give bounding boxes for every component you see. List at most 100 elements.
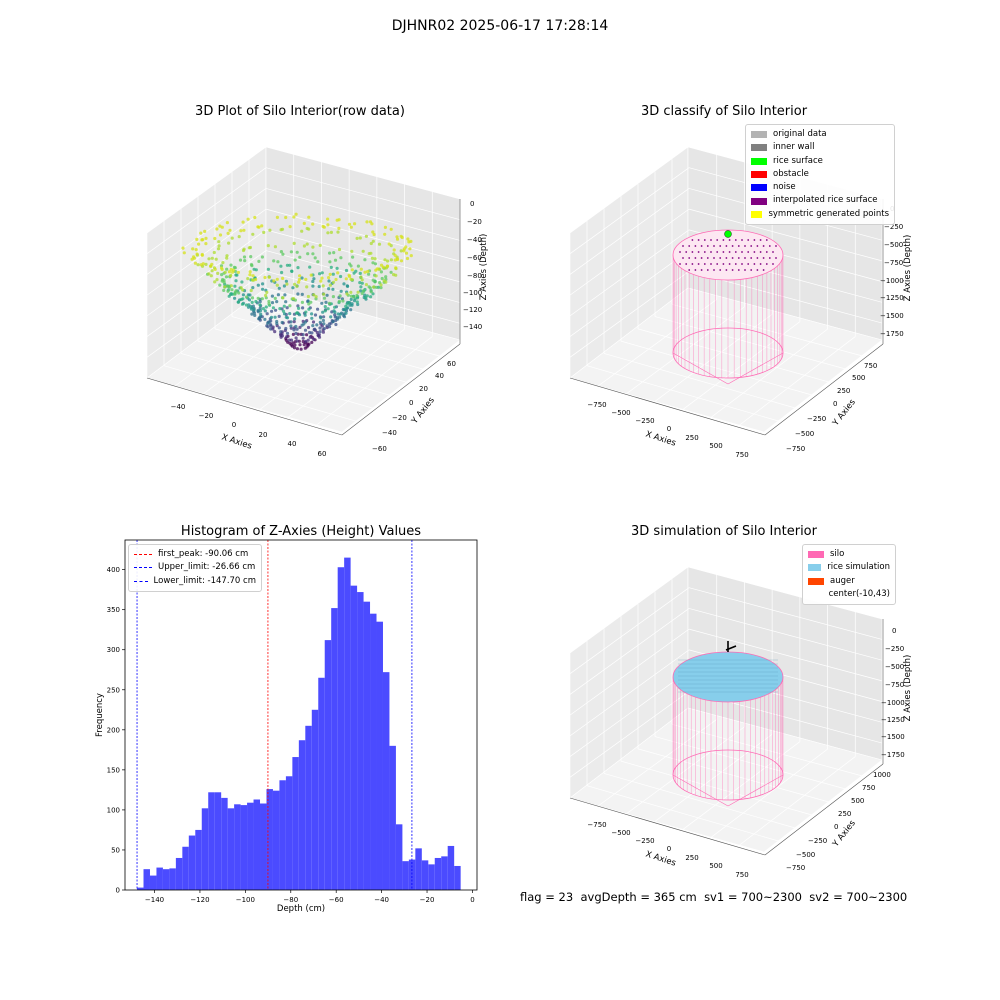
histogram-bar xyxy=(169,868,176,890)
raw-point xyxy=(193,261,197,265)
histogram-bar xyxy=(357,592,364,890)
raw-point xyxy=(256,296,260,300)
classify-y-tick: 250 xyxy=(837,387,850,395)
raw-point xyxy=(277,314,281,318)
grid-line xyxy=(258,321,378,411)
raw-point xyxy=(314,295,318,299)
histogram-bar xyxy=(143,869,150,890)
raw-point xyxy=(301,336,305,340)
raw-point xyxy=(201,262,205,266)
raw-point xyxy=(210,262,214,266)
axis-line xyxy=(146,377,343,436)
raw-point xyxy=(225,254,229,258)
raw-3d-grid xyxy=(146,154,461,436)
raw-point xyxy=(257,259,261,263)
raw-y-tick-labels: −60 −40 −20 0 20 40 60 xyxy=(372,360,456,453)
raw-point xyxy=(265,312,269,316)
simulation-legend: silo rice simulation auger center(-10,43) xyxy=(802,544,896,606)
raw-point xyxy=(251,232,255,236)
classify-legend-swatch xyxy=(751,184,767,192)
raw-point xyxy=(309,273,313,277)
raw-point xyxy=(322,315,326,319)
grid-line xyxy=(197,340,393,397)
raw-point xyxy=(292,215,296,219)
raw-y-tick: 40 xyxy=(435,372,444,380)
grid-line xyxy=(230,314,350,403)
raw-point xyxy=(301,333,305,337)
raw-x-tick-labels: −40 −20 0 20 40 60 xyxy=(171,403,327,458)
histogram-x-tick-label: −80 xyxy=(283,896,298,904)
classify-interpolated-point xyxy=(759,239,762,241)
raw-point xyxy=(331,287,335,291)
raw-point xyxy=(303,328,308,332)
histogram-y-tick-label: 200 xyxy=(107,726,120,734)
grid-line xyxy=(569,167,690,254)
classify-panel-title: 3D classify of Silo Interior xyxy=(640,104,808,119)
raw-point xyxy=(250,312,254,316)
simulation-y-tick: −250 xyxy=(808,837,827,845)
raw-y-axis-label: Y Axies xyxy=(409,395,437,427)
raw-point xyxy=(335,316,339,320)
depth-histogram: −140 −120 −100 −80 −60 −40 −20 0 0 50 100 150 200 25… xyxy=(95,539,478,914)
raw-point xyxy=(327,287,331,291)
raw-point xyxy=(337,299,341,303)
raw-point xyxy=(399,249,403,253)
raw-point xyxy=(325,324,329,328)
raw-point xyxy=(320,271,324,275)
raw-point xyxy=(280,270,284,275)
raw-point xyxy=(275,215,279,219)
grid-line xyxy=(709,328,828,419)
raw-point xyxy=(346,284,350,288)
histogram-bar xyxy=(137,887,144,890)
grid-line xyxy=(569,587,690,674)
classify-interpolated-point xyxy=(697,251,700,253)
grid-line xyxy=(569,670,690,757)
raw-point xyxy=(320,324,324,328)
classify-interpolated-point xyxy=(728,263,731,265)
raw-point xyxy=(217,244,221,248)
raw-point xyxy=(241,288,245,292)
classify-interpolated-point xyxy=(741,251,743,253)
raw-point xyxy=(275,277,279,281)
raw-point xyxy=(204,242,208,246)
raw-point xyxy=(248,293,252,297)
histogram-bar xyxy=(227,808,235,890)
classify-interpolated-point xyxy=(710,251,712,253)
raw-point xyxy=(302,244,306,248)
raw-point xyxy=(326,223,330,227)
raw-point xyxy=(356,290,360,294)
raw-point xyxy=(308,335,312,339)
raw-y-tick: −40 xyxy=(382,429,397,437)
raw-point xyxy=(383,232,387,236)
raw-point xyxy=(315,330,319,335)
raw-point xyxy=(300,229,304,233)
histogram-bar xyxy=(324,640,332,890)
classify-interpolated-point xyxy=(744,257,746,259)
raw-point xyxy=(233,296,237,300)
simulation-y-tick: 0 xyxy=(834,823,838,831)
histogram-bar xyxy=(175,857,183,890)
raw-point xyxy=(269,327,273,331)
classify-interpolated-point xyxy=(697,239,700,241)
raw-point xyxy=(229,273,233,277)
raw-point xyxy=(311,252,315,256)
raw-z-tick-labels: 0 −20 −40 −60 −80 −100 −120 −140 xyxy=(463,200,482,331)
raw-point xyxy=(312,277,316,281)
simulation-z-axis-label: Z Axies (Depth) xyxy=(903,655,913,722)
raw-point xyxy=(297,313,302,317)
raw-point xyxy=(295,327,299,331)
raw-point xyxy=(288,312,292,316)
raw-point xyxy=(293,343,297,347)
raw-y-tick: 20 xyxy=(419,385,428,393)
grid-line xyxy=(286,328,405,419)
histogram-bar xyxy=(376,621,383,890)
raw-point xyxy=(264,305,268,309)
raw-point xyxy=(318,326,322,330)
raw-point xyxy=(321,318,325,323)
classify-interpolated-point xyxy=(734,251,737,253)
raw-point xyxy=(320,276,324,280)
raw-point xyxy=(267,275,271,279)
classify-interpolated-point xyxy=(731,269,734,271)
histogram-x-tick-label: −100 xyxy=(236,896,255,904)
raw-point xyxy=(333,305,337,309)
